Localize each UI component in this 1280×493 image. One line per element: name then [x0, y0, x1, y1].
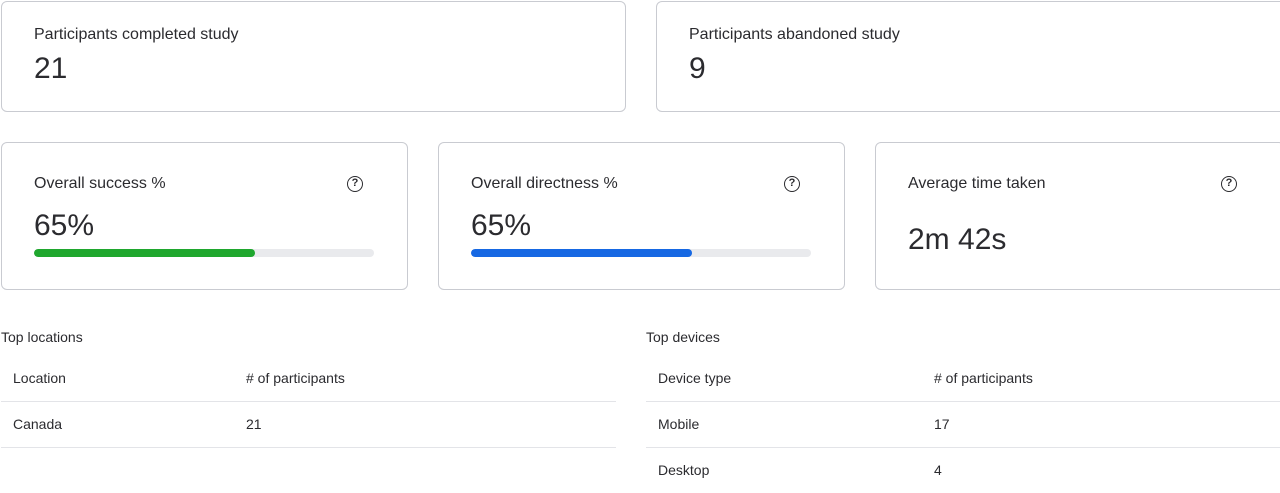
devices-title: Top devices — [646, 329, 720, 345]
device-type: Mobile — [658, 416, 700, 432]
device-type: Desktop — [658, 462, 710, 478]
locations-header-location: Location — [13, 370, 66, 386]
success-progress-bar — [34, 249, 374, 257]
time-card: Average time taken ? 2m 42s — [875, 142, 1280, 290]
directness-help-icon[interactable]: ? — [784, 176, 800, 192]
time-value: 2m 42s — [908, 223, 1007, 256]
directness-label: Overall directness % — [471, 175, 618, 192]
directness-progress-fill — [471, 249, 692, 257]
success-card: Overall success % ? 65% — [1, 142, 408, 290]
device-count: 4 — [934, 462, 942, 478]
success-value: 65% — [34, 209, 95, 242]
table-row: Mobile 17 — [646, 402, 1280, 448]
table-row: Desktop 4 — [646, 448, 1280, 493]
location-count: 21 — [246, 416, 262, 432]
locations-title: Top locations — [1, 329, 83, 345]
completed-label: Participants completed study — [34, 26, 239, 43]
abandoned-card: Participants abandoned study 9 — [656, 1, 1280, 112]
directness-card: Overall directness % ? 65% — [438, 142, 845, 290]
devices-table: Device type # of participants Mobile 17 … — [646, 356, 1280, 493]
locations-table: Location # of participants Canada 21 — [1, 356, 616, 448]
locations-header-count: # of participants — [246, 370, 345, 386]
success-help-icon[interactable]: ? — [347, 176, 363, 192]
directness-progress-bar — [471, 249, 811, 257]
devices-header-row: Device type # of participants — [646, 356, 1280, 402]
location-name: Canada — [13, 416, 63, 432]
success-label: Overall success % — [34, 175, 166, 192]
device-count: 17 — [934, 416, 950, 432]
devices-header-type: Device type — [658, 370, 732, 386]
table-row: Canada 21 — [1, 402, 616, 448]
completed-card: Participants completed study 21 — [1, 1, 626, 112]
time-help-icon[interactable]: ? — [1221, 176, 1237, 192]
abandoned-label: Participants abandoned study — [689, 26, 900, 43]
directness-value: 65% — [471, 209, 532, 242]
success-progress-fill — [34, 249, 255, 257]
devices-header-count: # of participants — [934, 370, 1033, 386]
completed-value: 21 — [34, 52, 68, 85]
time-label: Average time taken — [908, 175, 1046, 192]
locations-header-row: Location # of participants — [1, 356, 616, 402]
abandoned-value: 9 — [689, 52, 706, 85]
